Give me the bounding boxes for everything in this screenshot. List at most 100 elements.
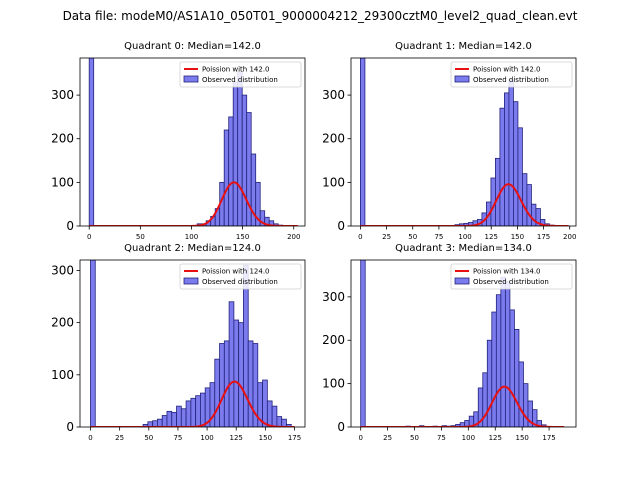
legend-bar-swatch bbox=[454, 277, 470, 285]
x-tick-label: 25 bbox=[382, 233, 391, 241]
histogram-bar bbox=[195, 395, 201, 427]
plot-title: Quadrant 3: Median=134.0 bbox=[395, 243, 532, 254]
legend-label-poisson: Poission with 124.0 bbox=[202, 268, 270, 276]
histogram-bar bbox=[180, 408, 187, 427]
x-tick-label: 200 bbox=[563, 233, 576, 241]
histogram-bar bbox=[271, 405, 278, 427]
legend-box bbox=[450, 61, 573, 88]
y-tick-label: 0 bbox=[66, 219, 74, 233]
x-tick-label: 125 bbox=[230, 434, 243, 442]
histogram-bar bbox=[232, 81, 239, 226]
x-tick-label: 150 bbox=[236, 233, 249, 241]
y-tick-label: 0 bbox=[337, 420, 345, 434]
x-tick-label: 25 bbox=[383, 434, 392, 442]
histogram-bar bbox=[268, 220, 275, 226]
histogram-bar bbox=[526, 184, 532, 226]
y-tick-label: 0 bbox=[66, 420, 74, 434]
x-tick-label: 150 bbox=[515, 434, 528, 442]
quadrant-3-panel: Quadrant 3: Median=134.0 0 100 200 300 0 25 50 7… bbox=[322, 243, 577, 442]
histogram-bar bbox=[508, 79, 514, 226]
plot-title: Quadrant 1: Median=142.0 bbox=[395, 41, 532, 52]
legend-label-observed: Observed distribution bbox=[473, 76, 549, 84]
histogram-bar bbox=[228, 116, 234, 226]
figure-title: Data file: modeM0/AS1A10_050T01_90000042… bbox=[63, 9, 578, 23]
histogram-bar bbox=[161, 415, 168, 427]
legend: Poission with 124.0 Observed distribution bbox=[179, 263, 302, 290]
histogram-bar bbox=[223, 129, 230, 226]
histogram-bar bbox=[286, 423, 292, 427]
histogram-bar bbox=[233, 319, 240, 427]
x-tick-label: 0 bbox=[358, 434, 362, 442]
histogram-bar bbox=[176, 405, 182, 427]
quadrant-1-panel: Quadrant 1: Median=142.0 0 100 200 300 0 25 50 7… bbox=[322, 41, 576, 241]
x-tick-label: 175 bbox=[537, 233, 550, 241]
y-tick-label: 0 bbox=[337, 219, 345, 233]
legend-label-observed: Observed distribution bbox=[202, 76, 278, 84]
plot-title: Quadrant 0: Median=142.0 bbox=[124, 41, 261, 52]
histogram-bars bbox=[90, 260, 292, 427]
legend-label-observed: Observed distribution bbox=[473, 278, 549, 286]
x-tick-label: 50 bbox=[410, 434, 419, 442]
axes-frame bbox=[350, 57, 577, 227]
histogram-bar bbox=[219, 343, 225, 427]
x-tick-label: 100 bbox=[200, 434, 213, 442]
histogram-bar bbox=[360, 58, 366, 226]
x-tick-label: 125 bbox=[485, 233, 498, 241]
x-tick-label: 0 bbox=[87, 233, 91, 241]
histogram-bar bbox=[513, 101, 519, 226]
y-tick-label: 100 bbox=[322, 175, 345, 189]
y-tick-label: 100 bbox=[322, 377, 345, 391]
histogram-bar bbox=[171, 411, 177, 427]
histogram-bar bbox=[523, 383, 529, 427]
histogram-bar bbox=[499, 107, 505, 226]
legend-bar-swatch bbox=[183, 277, 199, 285]
x-tick-label: 75 bbox=[173, 434, 182, 442]
histogram-bar bbox=[157, 418, 163, 427]
histogram-bar bbox=[185, 400, 192, 427]
histogram-bar bbox=[504, 92, 510, 226]
histogram-bar bbox=[200, 392, 206, 427]
x-tick-label: 0 bbox=[358, 233, 362, 241]
y-tick-label: 300 bbox=[322, 290, 345, 304]
histogram-bar bbox=[166, 410, 173, 427]
y-tick-label: 200 bbox=[322, 132, 345, 146]
histogram-bar bbox=[223, 340, 230, 427]
histogram-bar bbox=[535, 208, 541, 226]
legend-bar-swatch bbox=[454, 75, 470, 83]
histogram-bar bbox=[241, 94, 248, 226]
histogram-bar bbox=[214, 358, 220, 427]
x-tick-label: 75 bbox=[437, 434, 446, 442]
y-tick-label: 300 bbox=[51, 263, 74, 277]
histogram-bar bbox=[495, 157, 501, 226]
x-tick-label: 100 bbox=[462, 434, 475, 442]
legend-bar-swatch bbox=[183, 75, 199, 83]
y-tick-label: 200 bbox=[322, 333, 345, 347]
legend-box bbox=[450, 263, 573, 290]
histogram-bar bbox=[500, 276, 506, 427]
histogram-bar bbox=[514, 329, 520, 427]
plot-title: Quadrant 2: Median=124.0 bbox=[124, 243, 261, 254]
histogram-bar bbox=[238, 322, 244, 427]
legend: Poission with 142.0 Observed distribution bbox=[179, 61, 302, 88]
histogram-bar bbox=[228, 301, 235, 427]
legend: Poission with 134.0 Observed distribution bbox=[450, 263, 573, 290]
histogram-bar bbox=[522, 173, 528, 226]
legend-box bbox=[179, 263, 302, 290]
quadrant-2-panel: Quadrant 2: Median=124.0 0 100 200 300 0 25 50 7… bbox=[51, 243, 306, 442]
histogram-bar bbox=[360, 260, 366, 427]
x-tick-label: 150 bbox=[259, 434, 272, 442]
x-tick-label: 200 bbox=[287, 233, 300, 241]
legend: Poission with 142.0 Observed distribution bbox=[450, 61, 573, 88]
histogram-bar bbox=[90, 260, 96, 427]
x-tick-label: 125 bbox=[489, 434, 502, 442]
histogram-bar bbox=[281, 418, 287, 427]
y-tick-label: 100 bbox=[51, 175, 74, 189]
axes-frame bbox=[79, 259, 306, 428]
histogram-bars bbox=[360, 260, 547, 427]
histogram-bar bbox=[504, 281, 511, 427]
histogram-bar bbox=[237, 70, 243, 226]
histogram-bar bbox=[262, 379, 268, 427]
x-tick-label: 50 bbox=[408, 233, 417, 241]
x-tick-label: 0 bbox=[88, 434, 92, 442]
histogram-bar bbox=[243, 264, 249, 427]
